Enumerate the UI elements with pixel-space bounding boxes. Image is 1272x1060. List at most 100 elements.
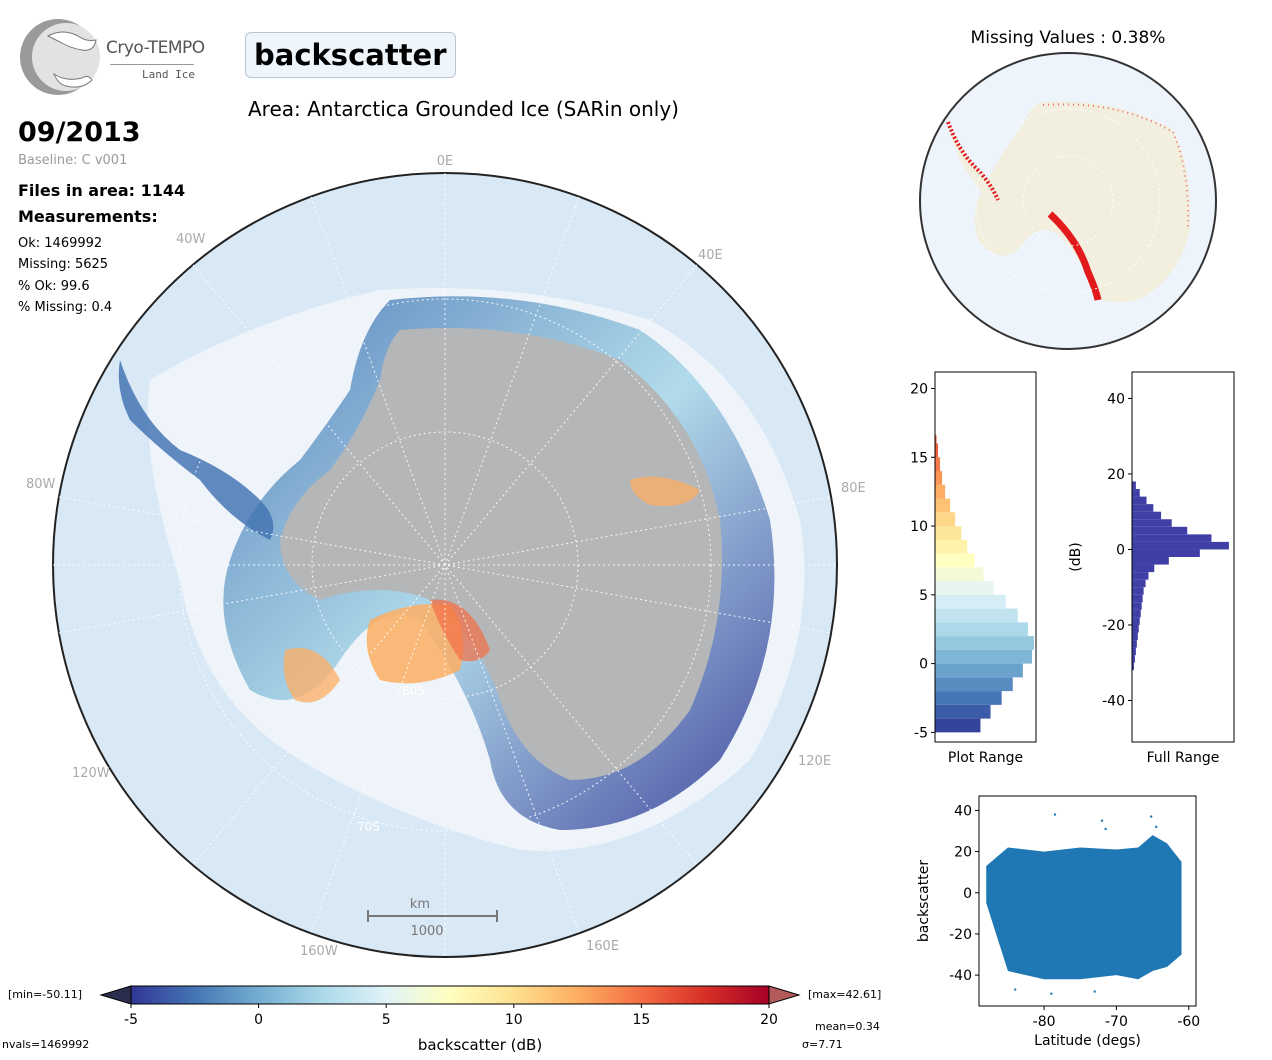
- hist-full-range-bar: [1132, 541, 1229, 550]
- hist-full-range-bar: [1132, 655, 1135, 663]
- colorbar-tick-label: 0: [254, 1012, 263, 1028]
- warm-patch-1: [366, 604, 464, 684]
- hist-plot-range-bar: [935, 663, 1023, 678]
- hist-full-range-bar: [1132, 534, 1212, 542]
- hist-full-range-bar: [1132, 647, 1136, 656]
- hist-plot-range-bar: [935, 457, 941, 472]
- colorbar-label: backscatter (dB): [417, 1036, 543, 1054]
- scatter-frame: [978, 795, 1197, 1007]
- missing-values-title: Missing Values : 0.38%: [970, 28, 1166, 48]
- hist-full-range-xlabel: Full Range: [1147, 750, 1220, 766]
- missing-values-map: [919, 52, 1217, 350]
- lon-label-40w: 40W: [176, 232, 206, 247]
- hist-full-range-bar: [1132, 481, 1136, 490]
- logo-divider: [110, 64, 194, 65]
- hist-full-range-ytick-label: 20: [1107, 467, 1125, 483]
- histogram-and-scatter-panel: -5 0 5 10 15 20 Plot Range -40 -20 0 20 40 Full Rang…: [910, 371, 1235, 1049]
- hist-full-range-bar: [1132, 511, 1162, 520]
- hist-plot-range-bar: [935, 498, 951, 513]
- scalebar: [367, 910, 498, 922]
- colorbar: -5 0 5 10 15 20: [99, 985, 801, 1028]
- scatter-point: [1104, 827, 1107, 831]
- hist-full-range-bar: [1132, 617, 1140, 625]
- hist-full-range-ylabel: (dB): [1068, 542, 1084, 571]
- hist-plot-range-ytick-label: 15: [910, 450, 928, 466]
- hist-full-range-bar: [1132, 609, 1141, 618]
- hist-plot-range-xlabel: Plot Range: [948, 750, 1023, 766]
- hist-plot-range-ytick-label: 0: [919, 657, 928, 673]
- scatter-xtick-label: -70: [1105, 1014, 1128, 1030]
- scatter-ytick-label: -20: [949, 927, 972, 943]
- missing-dots-peninsula: [946, 121, 1000, 201]
- hist-plot-range-bar: [935, 594, 1006, 609]
- scatter-ytick-label: -40: [949, 968, 972, 984]
- scatter-xlabel: Latitude (degs): [1034, 1033, 1141, 1049]
- hist-plot-range-bar: [935, 567, 984, 582]
- scatter-point: [1093, 990, 1096, 993]
- hist-full-range-bar: [1132, 496, 1147, 505]
- lon-label-160w: 160W: [300, 944, 338, 959]
- hist-full-range-bar: [1132, 526, 1188, 535]
- hist-plot-range-bar: [935, 691, 1002, 705]
- graticule: [53, 173, 837, 957]
- hist-plot-range-bar: [935, 553, 975, 568]
- hist-full-range-ytick-label: 40: [1107, 391, 1125, 407]
- hist-plot-range-bar: [935, 443, 939, 458]
- missing-map-peninsula: [948, 120, 1008, 210]
- logo-title: Cryo-TEMPO: [106, 38, 205, 58]
- missing-dots-ross: [1047, 211, 1102, 301]
- hist-full-range-bar: [1132, 662, 1134, 671]
- hist-plot-range-ytick-label: 20: [910, 382, 928, 398]
- hist-plot-range-bar: [935, 704, 991, 719]
- area-title: Area: Antarctica Grounded Ice (SARin onl…: [248, 97, 679, 121]
- missing-map-land: [974, 101, 1191, 303]
- scatter-point: [1053, 813, 1057, 816]
- hist-full-range-bar: [1132, 602, 1142, 610]
- lon-label-80e: 80E: [841, 481, 866, 496]
- colorbar-over-arrow: [768, 985, 801, 1005]
- hist-full-range-bar: [1132, 572, 1149, 580]
- hist-plot-range-bar: [935, 581, 994, 595]
- colorbar-gradient: [130, 985, 770, 1005]
- scalebar-value: 1000: [410, 924, 443, 939]
- hist-full-range-bar: [1132, 549, 1200, 557]
- colorbar-tick-label: 5: [382, 1012, 391, 1028]
- hist-plot-range-bar: [935, 622, 1028, 637]
- scatter-point: [1050, 992, 1053, 995]
- colorbar-tick-label: 20: [760, 1012, 778, 1028]
- hist-full-range-bar: [1132, 594, 1143, 603]
- lon-label-0e: 0E: [437, 154, 454, 169]
- stat-missing: Missing: 5625: [18, 257, 109, 272]
- stat-percent-ok: % Ok: 99.6: [18, 279, 90, 294]
- lon-label-120e: 120E: [798, 754, 831, 769]
- colorbar-tick-label: 15: [632, 1012, 650, 1028]
- stat-ok: Ok: 1469992: [18, 236, 103, 251]
- baseline-label: Baseline: C v001: [18, 153, 128, 168]
- lon-label-80w: 80W: [26, 477, 56, 492]
- scatter-point-cloud: [986, 835, 1182, 980]
- scatter-xtick-label: -80: [1033, 1014, 1056, 1030]
- sigma-label: σ=7.71: [802, 1038, 843, 1051]
- hist-plot-range-bar: [935, 677, 1013, 692]
- warm-patch-4: [630, 476, 700, 506]
- hist-plot-range-bar: [935, 526, 962, 540]
- measurements-title: Measurements:: [18, 207, 158, 226]
- colorbar-under-arrow: [99, 985, 132, 1005]
- stat-percent-missing: % Missing: 0.4: [18, 300, 113, 315]
- hist-full-range-bar: [1132, 504, 1154, 512]
- scatter-ytick-label: 0: [963, 886, 972, 902]
- hist-full-range-bar: [1132, 640, 1137, 648]
- hist-full-range-bar: [1132, 557, 1169, 565]
- hist-plot-range-ytick-label: -5: [914, 725, 928, 741]
- scatter-point: [1149, 815, 1153, 818]
- lon-label-120w: 120W: [72, 766, 110, 781]
- lon-label-160e: 160E: [586, 939, 619, 954]
- variable-title: backscatter: [245, 32, 456, 78]
- hist-full-range-bar: [1132, 489, 1140, 497]
- cryo-tempo-logo: [20, 19, 100, 95]
- hist-full-range-bar: [1132, 564, 1155, 573]
- hist-full-range-frame: [1131, 371, 1235, 743]
- hist-full-range-ytick-label: -40: [1102, 693, 1125, 709]
- hist-full-range-bar: [1132, 579, 1146, 588]
- hist-plot-range-bar: [935, 649, 1032, 664]
